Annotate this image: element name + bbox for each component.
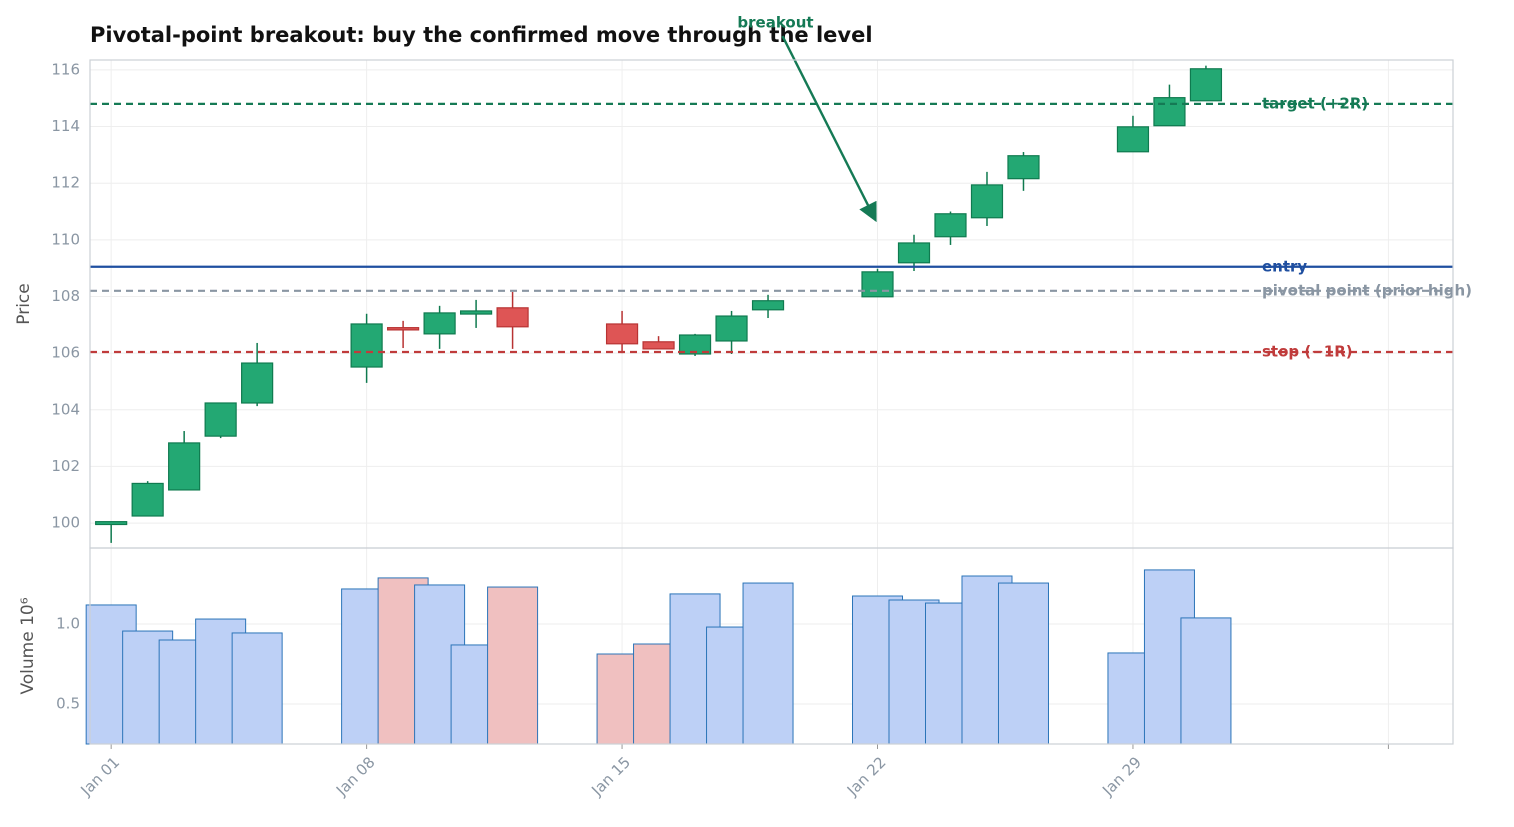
candle-body: [715, 315, 748, 342]
candle-body: [1153, 97, 1186, 127]
candle-body: [642, 341, 675, 350]
y-tick-label: 100: [51, 514, 80, 532]
candle-body: [897, 242, 931, 264]
candle-body: [423, 312, 456, 335]
candle-body: [350, 323, 383, 368]
volume-bar: [231, 632, 283, 745]
y-tick-label: 102: [51, 457, 80, 475]
y-axis-label: Price: [14, 283, 34, 324]
y-tick-label: 1.0: [56, 615, 80, 633]
y-tick-label: 112: [51, 174, 80, 192]
annotation-arrow: [781, 35, 877, 223]
x-tick-label: Jan 08: [332, 753, 379, 800]
y-tick-label: 0.5: [56, 695, 80, 713]
x-tick-label: Jan 01: [77, 753, 124, 800]
candle-body: [168, 442, 201, 491]
candle-body: [496, 307, 529, 328]
y-tick-label: 108: [51, 287, 80, 305]
level-label: entry: [1262, 257, 1307, 275]
level-label: pivotal point (prior high): [1262, 281, 1472, 299]
candle-body: [1116, 126, 1150, 153]
candle-body: [751, 300, 785, 311]
y-tick-label: 110: [51, 230, 80, 248]
candle-body: [970, 184, 1004, 219]
candle-body: [934, 213, 967, 238]
y-tick-label: 104: [51, 400, 80, 418]
y-tick-label: 114: [51, 117, 80, 135]
y-tick-label: 116: [51, 60, 80, 78]
level-label: stop (−1R): [1262, 343, 1353, 361]
candle-body: [1189, 68, 1223, 102]
candle-body: [459, 310, 493, 315]
candle-body: [387, 327, 420, 331]
chart-title: Pivotal-point breakout: buy the confirme…: [90, 23, 873, 47]
volume-bar: [1180, 617, 1232, 745]
x-tick-label: Jan 29: [1098, 753, 1145, 800]
volume-bar: [742, 582, 794, 745]
y-tick-label: 106: [51, 344, 80, 362]
candle-body: [131, 482, 164, 517]
candle-body: [861, 271, 894, 298]
candle-body: [605, 323, 639, 345]
annotation-text: breakout: [737, 14, 813, 32]
candle-body: [204, 402, 237, 437]
volume-axis-label: Volume 10⁶: [18, 597, 38, 694]
volume-bar: [487, 586, 539, 745]
volume-panel-frame: [89, 547, 1454, 745]
x-tick-label: Jan 22: [843, 753, 890, 800]
candle-body: [95, 521, 128, 526]
candle-body: [1007, 155, 1040, 180]
volume-bar: [997, 582, 1049, 745]
candle-body: [678, 334, 712, 355]
x-tick-label: Jan 15: [587, 753, 634, 800]
level-label: target (+2R): [1262, 94, 1368, 112]
candle-body: [241, 362, 274, 404]
